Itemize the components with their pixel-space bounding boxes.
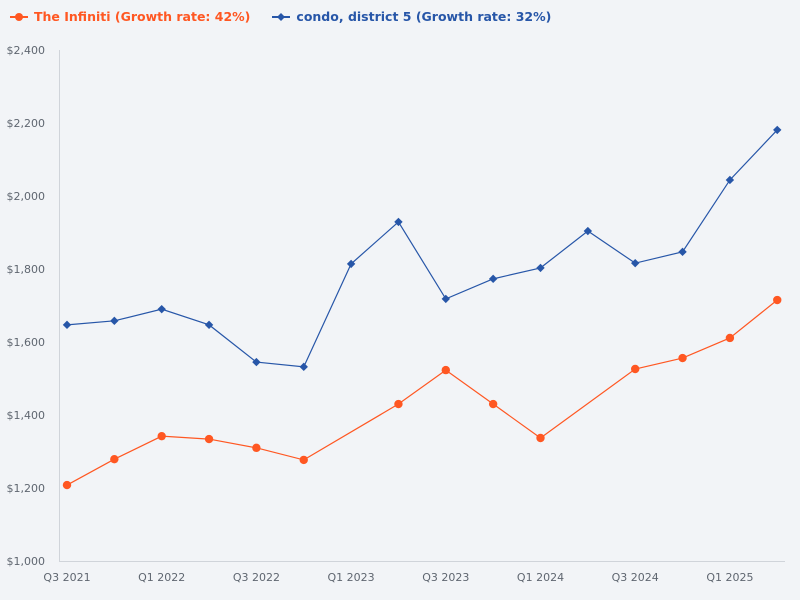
y-tick-label: $1,800 [7, 263, 46, 276]
x-tick-label: Q3 2022 [233, 571, 280, 584]
data-point [62, 320, 72, 330]
data-point [773, 125, 782, 135]
data-point [583, 226, 593, 236]
data-point [346, 259, 356, 269]
data-point [678, 353, 687, 363]
x-tick-label: Q1 2025 [706, 571, 753, 584]
data-point [62, 480, 72, 490]
data-point [299, 362, 308, 372]
y-tick-label: $1,200 [7, 482, 46, 495]
x-tick-label: Q1 2023 [328, 571, 375, 584]
data-point [204, 434, 214, 444]
series-line-1 [66, 129, 778, 368]
data-point [299, 455, 308, 465]
legend-label: The Infiniti (Growth rate: 42%) [34, 9, 251, 24]
data-point [631, 364, 640, 374]
data-point [157, 304, 166, 314]
x-tick-label: Q1 2024 [517, 571, 564, 584]
data-point [204, 320, 214, 330]
legend: The Infiniti (Growth rate: 42%) condo, d… [10, 9, 551, 24]
data-point [252, 443, 261, 453]
data-point [773, 295, 782, 305]
data-point [536, 263, 545, 273]
y-tick-label: $2,400 [7, 44, 46, 57]
data-point [441, 365, 450, 375]
diamond-marker-icon [272, 12, 291, 21]
x-tick-label: Q3 2021 [43, 571, 90, 584]
data-point [678, 247, 687, 257]
legend-item-infiniti[interactable]: The Infiniti (Growth rate: 42%) [10, 9, 250, 24]
data-point [631, 258, 640, 268]
data-point [488, 274, 498, 284]
data-point [725, 175, 735, 185]
x-tick-label: Q3 2024 [612, 571, 659, 584]
data-point [157, 431, 166, 441]
y-tick-label: $1,400 [7, 409, 46, 422]
x-tick-label: Q1 2022 [138, 571, 185, 584]
y-tick-label: $1,600 [7, 336, 46, 349]
legend-label: condo, district 5 (Growth rate: 32%) [296, 9, 552, 24]
legend-item-condo[interactable]: condo, district 5 (Growth rate: 32%) [272, 9, 551, 24]
data-point [394, 399, 403, 409]
y-tick-label: $2,000 [7, 190, 46, 203]
data-point [252, 357, 261, 367]
data-point [110, 316, 119, 326]
series-line-0 [66, 299, 778, 486]
data-point [441, 294, 450, 304]
y-tick-label: $1,000 [7, 555, 46, 568]
x-tick-label: Q3 2023 [422, 571, 469, 584]
data-point [488, 399, 498, 409]
data-point [725, 333, 735, 343]
y-tick-label: $2,200 [7, 117, 46, 130]
data-point [394, 217, 403, 227]
circle-marker-icon [10, 12, 28, 21]
data-point [110, 454, 119, 464]
data-point [536, 433, 545, 443]
